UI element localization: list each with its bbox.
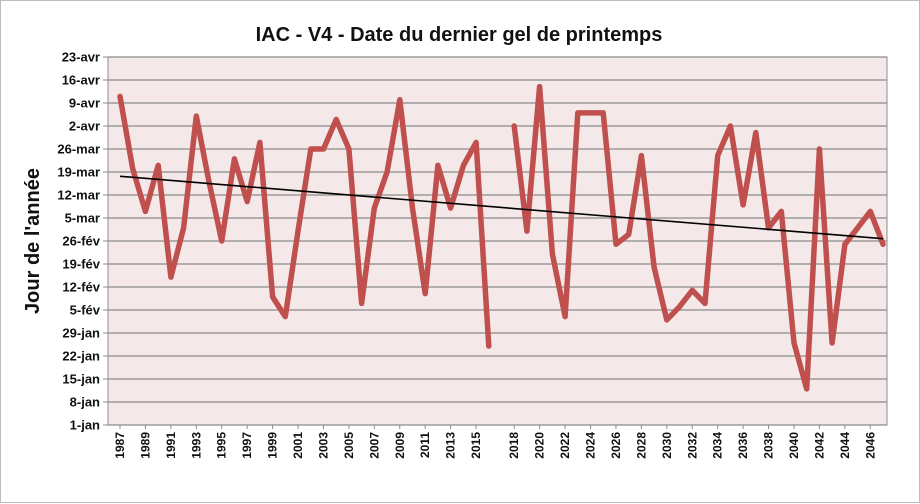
x-tick-label: 2034 — [711, 432, 725, 459]
x-tick-label: 2009 — [393, 432, 407, 459]
x-tick-label: 1995 — [215, 432, 229, 459]
y-tick-label: 29-jan — [62, 326, 100, 341]
x-tick-label: 2026 — [609, 432, 623, 459]
y-tick-label: 5-mar — [65, 211, 100, 226]
y-tick-label: 16-avr — [62, 73, 100, 88]
x-tick-label: 2030 — [660, 432, 674, 459]
x-tick-label: 2044 — [838, 432, 852, 459]
x-tick-label: 2022 — [558, 432, 572, 459]
x-tick-label: 1993 — [189, 432, 203, 459]
x-tick-label: 1999 — [266, 432, 280, 459]
x-tick-label: 2028 — [634, 432, 648, 459]
y-tick-label: 23-avr — [62, 50, 100, 65]
y-tick-label: 26-mar — [57, 142, 100, 157]
x-tick-label: 2003 — [316, 432, 330, 459]
y-tick-label: 12-fév — [62, 280, 100, 295]
y-tick-label: 5-fév — [70, 303, 101, 318]
x-tick-label: 2036 — [736, 432, 750, 459]
y-tick-label: 19-fév — [62, 257, 100, 272]
x-tick-label: 2011 — [418, 432, 432, 458]
x-tick-label: 2032 — [685, 432, 699, 459]
x-tick-label: 2001 — [291, 432, 305, 459]
x-tick-label: 2007 — [367, 432, 381, 459]
chart-title: IAC - V4 - Date du dernier gel de printe… — [256, 24, 663, 46]
x-tick-label: 2040 — [787, 432, 801, 459]
x-tick-label: 2013 — [444, 432, 458, 459]
y-tick-label: 22-jan — [62, 349, 100, 364]
x-tick-label: 2042 — [812, 432, 826, 459]
y-tick-label: 26-fév — [62, 234, 100, 249]
series-line — [117, 93, 492, 349]
y-tick-label: 19-mar — [57, 165, 100, 180]
y-axis-label: Jour de l'année — [22, 168, 44, 314]
x-tick-label: 2046 — [863, 432, 877, 459]
y-tick-label: 15-jan — [62, 372, 100, 387]
y-tick-label: 9-avr — [69, 96, 100, 111]
x-tick-label: 2038 — [762, 432, 776, 459]
trend-line — [119, 175, 884, 240]
y-tick-label: 8-jan — [70, 395, 100, 410]
x-tick-label: 2005 — [342, 432, 356, 459]
y-tick-label: 12-mar — [57, 188, 100, 203]
x-tick-label: 2018 — [507, 432, 521, 459]
x-tick-label: 2024 — [584, 432, 598, 459]
x-tick-label: 2015 — [469, 432, 483, 459]
x-tick-label: 1987 — [113, 432, 127, 459]
series-line — [511, 83, 886, 392]
y-tick-label: 2-avr — [69, 119, 100, 134]
x-tick-label: 2020 — [533, 432, 547, 459]
y-tick-label: 1-jan — [70, 418, 100, 433]
x-tick-label: 1989 — [138, 432, 152, 459]
x-tick-label: 1991 — [164, 432, 178, 459]
x-tick-label: 1997 — [240, 432, 254, 459]
plot-area: 1-jan 8-jan 15-jan 22-jan 29-jan 5-fév 12-fév 1… — [57, 50, 888, 459]
